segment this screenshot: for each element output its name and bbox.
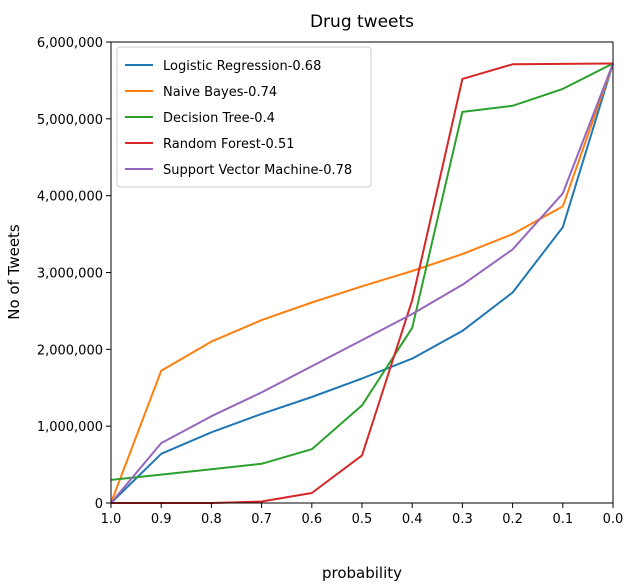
x-tick-label: 0.6 bbox=[301, 512, 322, 527]
x-axis: 1.0 0.9 0.8 0.7 0.6 0.5 0.4 0.3 0.2 0.1 0.0 bbox=[101, 503, 624, 527]
x-tick-label: 0.5 bbox=[352, 512, 373, 527]
x-tick-label: 0.9 bbox=[151, 512, 172, 527]
legend-box bbox=[116, 46, 372, 188]
y-tick-label: 4,000,000 bbox=[37, 190, 103, 205]
legend-label: Logistic Regression-0.68 bbox=[163, 59, 321, 74]
y-tick-label: 0 bbox=[95, 497, 103, 512]
y-axis-label: No of Tweets bbox=[5, 224, 23, 320]
series-line-2 bbox=[110, 63, 614, 504]
x-tick-label: 0.2 bbox=[502, 512, 523, 527]
y-tick-label: 5,000,000 bbox=[37, 113, 103, 128]
x-tick-label: 0.1 bbox=[552, 512, 573, 527]
series-line-1 bbox=[110, 63, 614, 504]
x-tick-label: 1.0 bbox=[101, 512, 122, 527]
y-tick-label: 3,000,000 bbox=[37, 267, 103, 282]
legend: Logistic Regression-0.68 Naive Bayes-0.74… bbox=[116, 46, 372, 188]
legend-label: Decision Tree-0.4 bbox=[163, 111, 275, 126]
y-tick-label: 1,000,000 bbox=[37, 420, 103, 435]
series-line-3 bbox=[110, 62, 614, 481]
legend-label: Random Forest-0.51 bbox=[163, 137, 295, 152]
chart-title: Drug tweets bbox=[310, 12, 414, 32]
x-tick-label: 0.7 bbox=[251, 512, 272, 527]
y-tick-label: 2,000,000 bbox=[37, 343, 103, 358]
legend-label: Naive Bayes-0.74 bbox=[163, 85, 277, 100]
x-tick-label: 0.0 bbox=[603, 512, 624, 527]
x-tick-label: 0.4 bbox=[402, 512, 423, 527]
x-axis-label: probability bbox=[322, 564, 402, 582]
y-tick-label: 6,000,000 bbox=[37, 36, 103, 51]
legend-label: Support Vector Machine-0.78 bbox=[163, 163, 352, 178]
x-tick-label: 0.3 bbox=[452, 512, 473, 527]
series-line-5 bbox=[110, 63, 614, 504]
x-tick-label: 0.8 bbox=[201, 512, 222, 527]
y-axis: 0 1,000,000 2,000,000 3,000,000 4,000,000 5,0… bbox=[37, 36, 111, 512]
